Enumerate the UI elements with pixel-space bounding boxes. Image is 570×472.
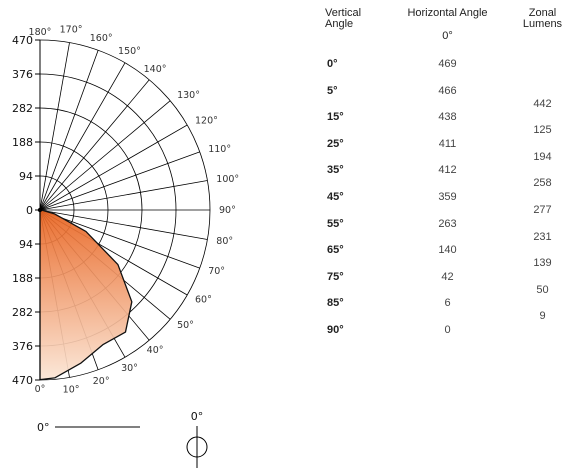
vertical-angle-cell: 55°	[327, 217, 344, 230]
candela-cell: 438	[438, 111, 457, 124]
vertical-angle-cell: 75°	[327, 270, 344, 283]
angle-label-170: 170°	[60, 25, 83, 36]
zonal-lumens-cell: 277	[533, 204, 552, 216]
angle-label-180: 180°	[29, 27, 52, 38]
header-horizontal-angle-value: 0°	[442, 30, 453, 42]
vertical-angle-cell: 90°	[327, 324, 344, 336]
spoke-120	[39, 124, 188, 211]
table-row: 5° 466 442	[325, 84, 570, 110]
orientation-legend: 0° 0°	[37, 410, 208, 468]
tick-label-upper: 0	[26, 204, 33, 217]
zonal-lumens-cell: 9	[539, 310, 546, 323]
tick-label-lower: 282	[12, 306, 33, 319]
polar-axis: 470 376 282 188 94 0 94 188 282 376 470	[12, 34, 43, 387]
zonal-lumens-cell: 231	[533, 230, 552, 243]
tick-label-upper: 470	[12, 34, 33, 47]
candela-cell: 411	[438, 137, 457, 150]
table-row: 85° 6 9	[325, 297, 570, 322]
tick-label-lower: 94	[19, 238, 33, 251]
tick-label-lower: 188	[12, 272, 33, 285]
vertical-angle-cell: 15°	[327, 111, 344, 124]
angle-label-0: 0°	[35, 384, 46, 395]
tick-label-upper: 376	[12, 68, 33, 81]
candela-cell: 0	[444, 324, 451, 336]
candela-cell: 466	[438, 84, 457, 97]
spoke-80	[39, 209, 208, 240]
vertical-angle-cell: 85°	[327, 297, 344, 310]
header-zonal-lumens: Zonal Lumens	[522, 7, 563, 30]
angle-label-10: 10°	[63, 384, 80, 395]
candela-cell: 412	[438, 164, 457, 177]
table-row: 35° 412 258	[325, 164, 570, 189]
angle-label-20: 20°	[93, 376, 110, 387]
angle-label-90: 90°	[219, 205, 236, 216]
spoke-70	[39, 209, 200, 269]
vertical-angle-cell: 5°	[327, 84, 338, 97]
zonal-lumens-cell: 258	[533, 177, 552, 190]
table-row: 15° 438 125	[325, 111, 570, 136]
candela-cell: 263	[438, 217, 457, 230]
tick-label-lower: 376	[12, 340, 33, 353]
legend-top-label: 0°	[191, 410, 204, 423]
distribution-curve-layer	[39, 209, 133, 381]
polar-candela-chart: 470 376 282 188 94 0 94 188 282 376 470 0° 10° 20° 30…	[12, 25, 240, 468]
tick-label-upper: 94	[19, 170, 33, 183]
angle-labels: 0° 10° 20° 30° 40° 50° 60° 70° 80° 90° 100° 110° 120…	[29, 25, 240, 396]
candela-cell: 469	[438, 58, 457, 70]
tick-label-upper: 282	[12, 102, 33, 115]
spoke-150	[39, 62, 126, 211]
header-vertical-angle: Vertical Angle	[325, 7, 362, 30]
spoke-100	[39, 180, 208, 211]
vertical-angle-cell: 0°	[327, 58, 338, 70]
table-row: 0° 469	[325, 58, 570, 74]
zonal-lumens-cell: 194	[533, 150, 552, 163]
angle-label-110: 110°	[208, 144, 231, 155]
angle-label-130: 130°	[177, 90, 200, 101]
table-row: 45° 359 277	[325, 191, 570, 216]
angle-label-60: 60°	[195, 295, 212, 306]
table-row: 25° 411 194	[325, 137, 570, 163]
angle-label-150: 150°	[118, 46, 141, 57]
table-row: 90° 0	[325, 324, 570, 340]
vertical-angle-cell: 35°	[327, 164, 344, 177]
angle-label-30: 30°	[121, 363, 138, 374]
angle-label-100: 100°	[216, 174, 239, 185]
zonal-lumens-cell: 139	[533, 257, 552, 270]
spoke-170	[39, 42, 70, 211]
zonal-lumens-cell: 442	[533, 97, 552, 110]
zonal-lumens-cell: 125	[533, 124, 552, 137]
angle-label-140: 140°	[144, 64, 167, 75]
candela-cell: 359	[438, 191, 457, 203]
angle-label-70: 70°	[208, 266, 225, 277]
candela-cell: 140	[438, 244, 457, 257]
spoke-140	[39, 79, 150, 211]
distribution-curve	[39, 209, 133, 381]
legend-left-label: 0°	[37, 421, 50, 434]
angle-label-50: 50°	[177, 320, 194, 331]
zonal-lumens-cell: 50	[536, 283, 549, 296]
vertical-angle-cell: 45°	[327, 191, 344, 203]
angle-label-40: 40°	[147, 345, 164, 356]
angle-label-160: 160°	[90, 33, 113, 44]
candela-cell: 42	[441, 270, 454, 283]
spoke-110	[39, 151, 200, 211]
spoke-130	[39, 100, 171, 211]
tick-label-lower: 470	[12, 374, 33, 387]
candela-cell: 6	[444, 297, 451, 310]
table-row: 65° 140 139	[325, 244, 570, 269]
table-row: 75° 42 50	[325, 270, 570, 296]
tick-label-upper: 188	[12, 136, 33, 149]
angle-label-80: 80°	[216, 236, 233, 247]
header-horizontal-angle: Horizontal Angle	[407, 7, 488, 19]
angle-label-120: 120°	[195, 116, 218, 127]
vertical-angle-cell: 65°	[327, 244, 344, 257]
vertical-angle-cell: 25°	[327, 137, 344, 150]
spoke-160	[39, 50, 99, 211]
table-row: 55° 263 231	[325, 217, 570, 243]
